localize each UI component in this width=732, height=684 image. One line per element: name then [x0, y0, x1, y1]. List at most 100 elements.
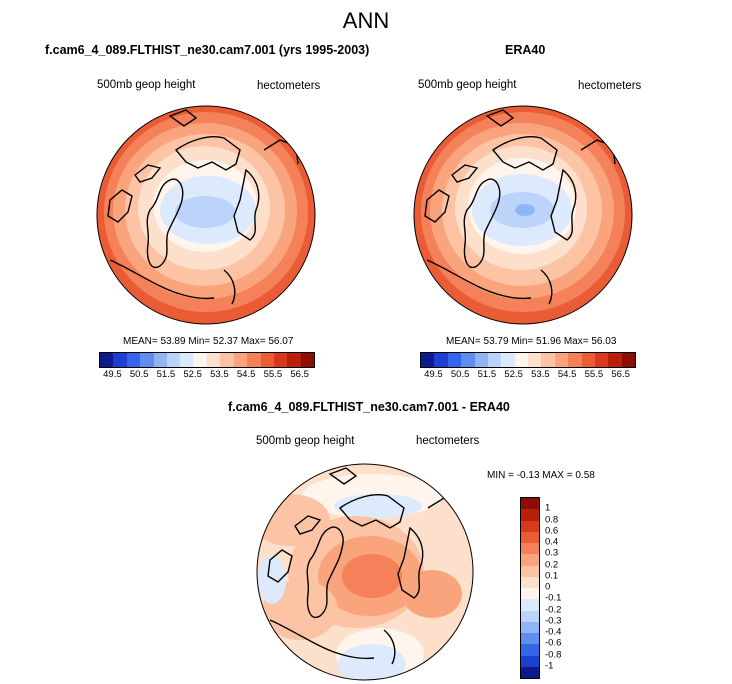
colorbar-swatch: [581, 353, 595, 367]
colorbar-swatch: [487, 353, 502, 367]
panel-3-units: hectometers: [416, 435, 480, 447]
colorbar-tick-label: 54.5: [557, 369, 577, 380]
panel-2-contours: [414, 106, 632, 324]
panel-1-stats: MEAN= 53.89 Min= 52.37 Max= 56.07: [123, 336, 294, 347]
colorbar-tick-label: 0.1: [545, 570, 559, 582]
colorbar-swatch: [300, 353, 314, 367]
colorbar-tick-label: 49.5: [103, 369, 122, 380]
colorbar-tick-label: 53.5: [531, 369, 550, 380]
colorbar-swatch: [521, 599, 539, 611]
panel-3-colorbar: [520, 497, 540, 679]
colorbar-tick-label: 53.5: [210, 369, 229, 380]
colorbar-tick-label: 0.2: [545, 559, 559, 570]
colorbar-swatch: [521, 576, 539, 588]
panel-3-title: f.cam6_4_089.FLTHIST_ne30.cam7.001 - ERA…: [228, 400, 510, 414]
colorbar-tick-label: -1: [545, 660, 554, 672]
panel-1-title: f.cam6_4_089.FLTHIST_ne30.cam7.001 (yrs …: [45, 43, 370, 57]
colorbar-tick-label: -0.3: [545, 615, 562, 627]
figure-title: ANN: [342, 8, 390, 33]
panel-2-units: hectometers: [578, 80, 642, 92]
panel-3-variable: 500mb geop height: [256, 435, 355, 447]
colorbar-tick-label: 1: [545, 502, 551, 514]
colorbar-tick-label: 51.5: [477, 369, 497, 380]
panel-1-variable: 500mb geop height: [97, 79, 196, 91]
colorbar-swatch: [474, 353, 488, 367]
colorbar-swatch: [521, 655, 539, 667]
panel-2-colorbar: [420, 352, 636, 368]
colorbar-swatch: [521, 644, 539, 656]
colorbar-swatch: [521, 633, 539, 645]
colorbar-swatch: [166, 353, 181, 367]
colorbar-swatch: [521, 498, 539, 510]
colorbar-swatch: [608, 353, 622, 367]
colorbar-swatch: [528, 353, 542, 367]
colorbar-swatch: [113, 353, 127, 367]
colorbar-swatch: [621, 353, 635, 367]
colorbar-tick-label: 0.3: [545, 547, 559, 559]
colorbar-tick-label: -0.2: [545, 604, 562, 615]
panel-1-colorbar: [99, 352, 315, 368]
colorbar-swatch: [447, 353, 462, 367]
colorbar-tick-label: 50.5: [450, 369, 470, 380]
colorbar-swatch: [594, 353, 609, 367]
colorbar-swatch: [434, 353, 448, 367]
colorbar-tick-label: 0.8: [545, 514, 559, 525]
panel-2-title: ERA40: [505, 43, 546, 57]
colorbar-tick-label: 0.4: [545, 536, 559, 548]
colorbar-swatch: [521, 610, 539, 622]
colorbar-tick-label: -0.1: [545, 592, 562, 604]
colorbar-swatch: [126, 353, 141, 367]
colorbar-tick-label: -0.6: [545, 637, 562, 649]
colorbar-tick-label: 0: [545, 581, 551, 593]
colorbar-swatch: [193, 353, 207, 367]
colorbar-swatch: [461, 353, 475, 367]
colorbar-tick-label: 51.5: [156, 369, 176, 380]
panel-3-colorbar-labels: 1 0.8 0.6 0.4 0.3 0.2 0.1 0 -0.1 -0.2 -0.3 -0.4 -0.6…: [545, 497, 575, 677]
colorbar-swatch: [180, 353, 194, 367]
panel-2-stats: MEAN= 53.79 Min= 51.96 Max= 56.03: [446, 336, 617, 347]
colorbar-tick-label: 50.5: [129, 369, 149, 380]
colorbar-swatch: [521, 565, 539, 577]
colorbar-swatch: [521, 531, 539, 543]
colorbar-swatch: [100, 353, 114, 367]
colorbar-swatch: [521, 520, 539, 532]
colorbar-swatch: [287, 353, 301, 367]
colorbar-swatch: [140, 353, 154, 367]
colorbar-tick-label: 0.6: [545, 525, 559, 537]
colorbar-swatch: [521, 588, 539, 600]
colorbar-tick-label: 52.5: [504, 369, 523, 380]
colorbar-tick-label: 56.5: [611, 369, 630, 380]
colorbar-swatch: [521, 621, 539, 633]
colorbar-swatch: [521, 554, 539, 566]
colorbar-tick-label: 54.5: [236, 369, 256, 380]
colorbar-tick-label: 49.5: [424, 369, 443, 380]
colorbar-swatch: [233, 353, 248, 367]
colorbar-swatch: [260, 353, 274, 367]
colorbar-tick-label: 52.5: [183, 369, 202, 380]
colorbar-swatch: [541, 353, 555, 367]
colorbar-swatch: [568, 353, 582, 367]
colorbar-tick-label: -0.8: [545, 649, 562, 660]
colorbar-swatch: [220, 353, 234, 367]
colorbar-swatch: [514, 353, 528, 367]
colorbar-tick-label: 56.5: [290, 369, 309, 380]
colorbar-swatch: [521, 509, 539, 521]
colorbar-swatch: [554, 353, 569, 367]
colorbar-swatch: [501, 353, 515, 367]
panel-1-units: hectometers: [257, 80, 321, 92]
panel-1-colorbar-labels: 49.5 50.5 51.5 52.5 53.5 54.5 55.5 56.5: [99, 369, 313, 383]
colorbar-swatch: [207, 353, 221, 367]
colorbar-swatch: [521, 543, 539, 555]
panel-3-stats: MIN = -0.13 MAX = 0.58: [487, 470, 595, 481]
colorbar-tick-label: 55.5: [584, 369, 604, 380]
colorbar-swatch: [421, 353, 435, 367]
colorbar-tick-label: -0.4: [545, 626, 562, 638]
colorbar-swatch: [521, 666, 539, 678]
panel-2-variable: 500mb geop height: [418, 79, 517, 91]
colorbar-swatch: [273, 353, 288, 367]
colorbar-swatch: [247, 353, 261, 367]
colorbar-tick-label: 55.5: [263, 369, 283, 380]
panel-2-colorbar-labels: 49.5 50.5 51.5 52.5 53.5 54.5 55.5 56.5: [420, 369, 634, 383]
colorbar-swatch: [153, 353, 167, 367]
